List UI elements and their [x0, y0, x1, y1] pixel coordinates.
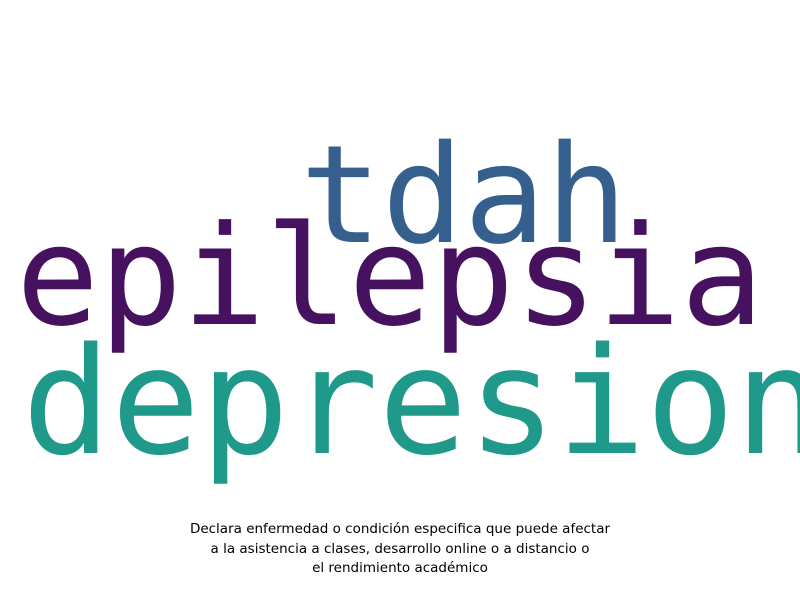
word-tdah: tdah [300, 117, 628, 275]
caption-line-3: el rendimiento académico [312, 560, 488, 576]
word-depresion: depresion [22, 316, 800, 488]
word-epilepsia: epilepsia [16, 196, 764, 357]
caption: Declara enfermedad o condición especific… [0, 520, 800, 579]
caption-line-2: a la asistencia a clases, desarrollo onl… [210, 540, 590, 557]
word-cloud: tdah epilepsia depresion [16, 117, 800, 488]
caption-line-1: Declara enfermedad o condición especific… [189, 521, 611, 537]
